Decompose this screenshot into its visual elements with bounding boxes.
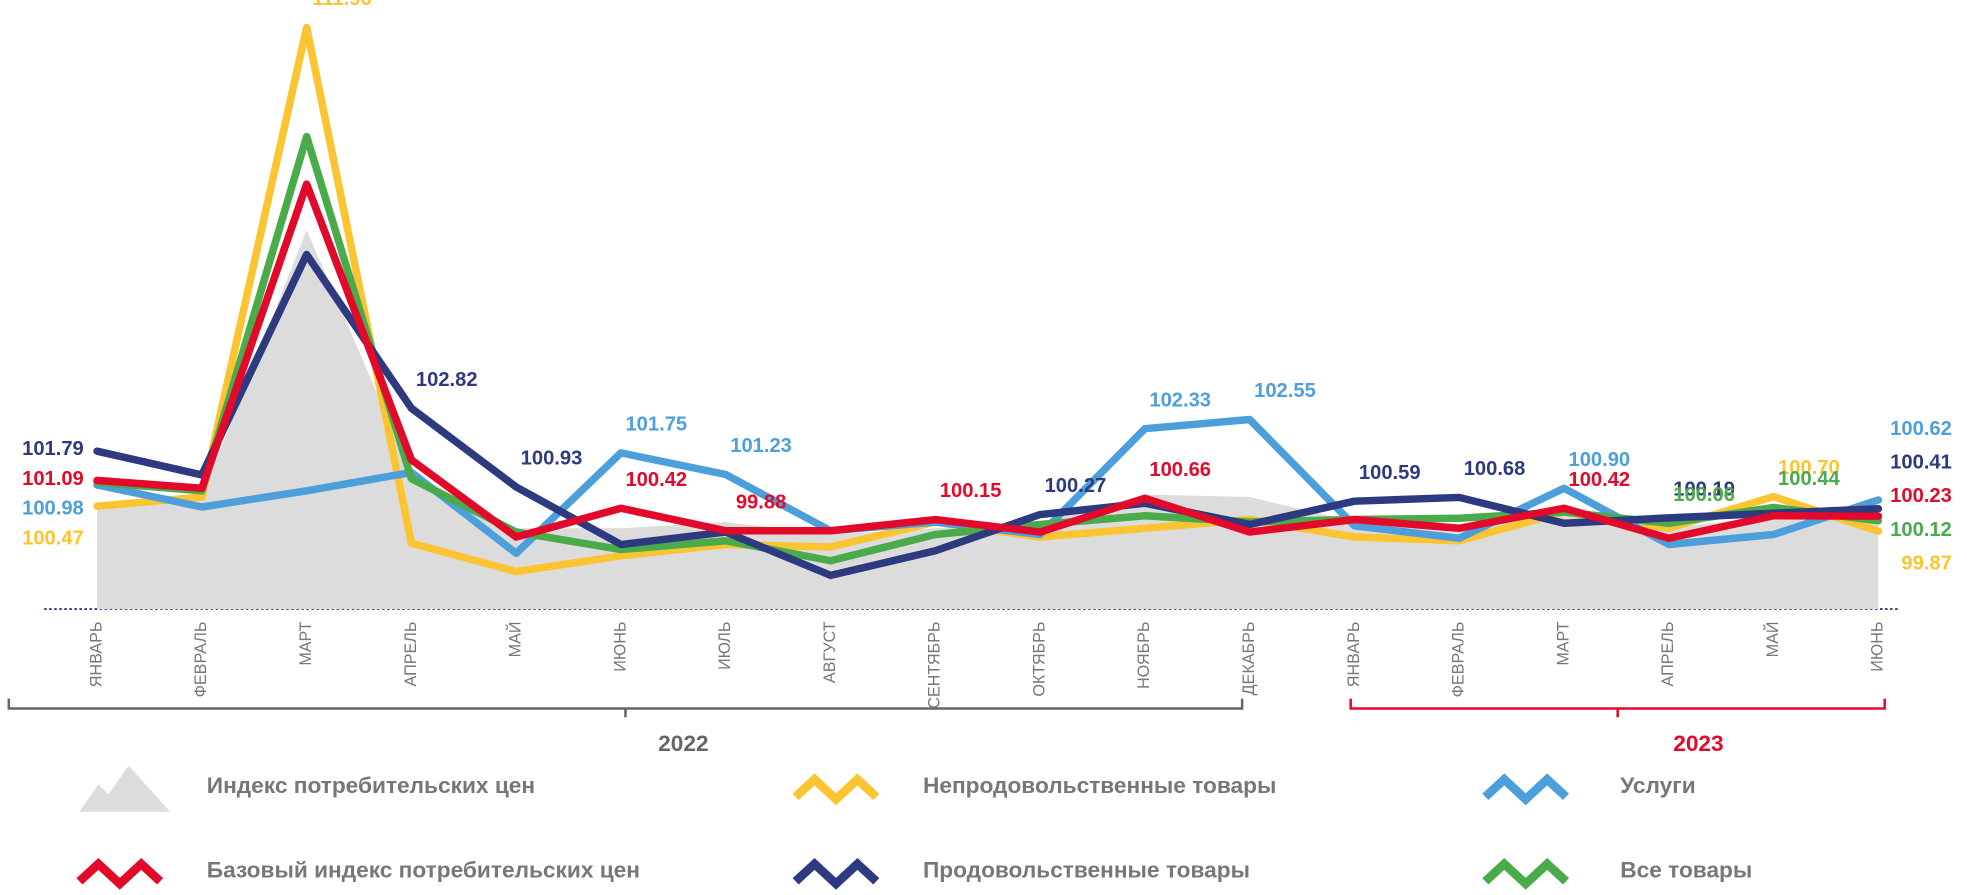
data-label: 100.19 <box>1673 479 1735 501</box>
x-tick-label: ИЮНЬ <box>1869 622 1887 672</box>
x-tick-label: АПРЕЛЬ <box>1659 622 1677 687</box>
legend-label: Индекс потребительских цен <box>207 773 535 798</box>
x-tick-label: НОЯБРЬ <box>1135 622 1153 690</box>
legend-icon <box>792 773 880 806</box>
data-label: 100.15 <box>940 480 1002 502</box>
x-tick-label: ФЕВРАЛЬ <box>192 622 210 698</box>
data-label: 102.33 <box>1149 389 1211 411</box>
x-tick-label: ЯНВАРЬ <box>1345 622 1363 688</box>
x-tick-label: ЯНВАРЬ <box>87 622 105 688</box>
legend-icon <box>1482 857 1570 890</box>
legend-label: Все товары <box>1620 857 1752 882</box>
x-tick-label: ИЮНЬ <box>611 622 629 672</box>
data-label: 100.12 <box>1890 519 1952 541</box>
data-label: 101.75 <box>625 414 687 436</box>
data-label: 100.68 <box>1464 458 1526 480</box>
x-tick-label: МАРТ <box>1554 621 1572 665</box>
legend-icon <box>1482 773 1570 806</box>
x-tick-label: ДЕКАБРЬ <box>1240 622 1258 696</box>
legend-icon <box>76 857 164 890</box>
data-label: 100.47 <box>22 528 84 550</box>
x-tick-label: ИЮЛЬ <box>716 622 734 670</box>
data-label: 101.79 <box>22 438 84 460</box>
data-label: 100.93 <box>521 448 583 470</box>
x-tick-label: МАРТ <box>297 621 315 665</box>
data-label: 100.42 <box>625 469 687 491</box>
data-label: 100.62 <box>1890 418 1952 440</box>
legend-label: Непродовольственные товары <box>923 773 1276 798</box>
legend-label: Базовый индекс потребительских цен <box>207 857 640 882</box>
x-tick-label: АПРЕЛЬ <box>402 622 420 687</box>
data-label: 100.42 <box>1568 469 1630 491</box>
data-label: 100.23 <box>1890 485 1952 507</box>
data-label: 100.44 <box>1778 468 1841 490</box>
year-label: 2023 <box>1673 731 1723 756</box>
data-label: 100.66 <box>1149 459 1211 481</box>
x-tick-label: МАЙ <box>505 622 524 658</box>
year-label: 2022 <box>658 731 708 756</box>
legend-icon <box>792 857 880 890</box>
data-label: 101.23 <box>730 435 792 457</box>
line <box>93 180 1883 542</box>
legend-icon <box>79 765 171 812</box>
data-label: 99.88 <box>736 492 786 514</box>
data-label: 111.96 <box>312 0 371 10</box>
x-tick-label: АВГУСТ <box>821 621 839 683</box>
data-label: 102.55 <box>1254 380 1316 402</box>
year-bracket <box>1349 698 1886 718</box>
data-label: 100.70 <box>1778 457 1840 479</box>
data-label: 100.59 <box>1359 462 1421 484</box>
data-label: 102.82 <box>416 369 478 391</box>
x-tick-label: МАЙ <box>1763 622 1782 658</box>
area <box>97 229 1879 610</box>
data-label: 100.98 <box>22 498 84 520</box>
data-label: 100.06 <box>1673 484 1735 506</box>
data-label: 101.09 <box>22 468 84 490</box>
x-tick-label: ОКТЯБРЬ <box>1030 622 1048 697</box>
data-label: 100.90 <box>1568 449 1630 471</box>
x-tick-label: СЕНТЯБРЬ <box>926 622 944 709</box>
line <box>93 250 1883 580</box>
x-tick-label: ФЕВРАЛЬ <box>1449 622 1467 698</box>
year-bracket <box>7 698 1244 718</box>
legend-label: Услуги <box>1620 773 1695 798</box>
data-label: 100.41 <box>1890 452 1952 474</box>
data-label: 99.87 <box>1901 552 1951 574</box>
data-label: 100.27 <box>1045 475 1107 497</box>
legend-label: Продовольственные товары <box>923 857 1250 882</box>
